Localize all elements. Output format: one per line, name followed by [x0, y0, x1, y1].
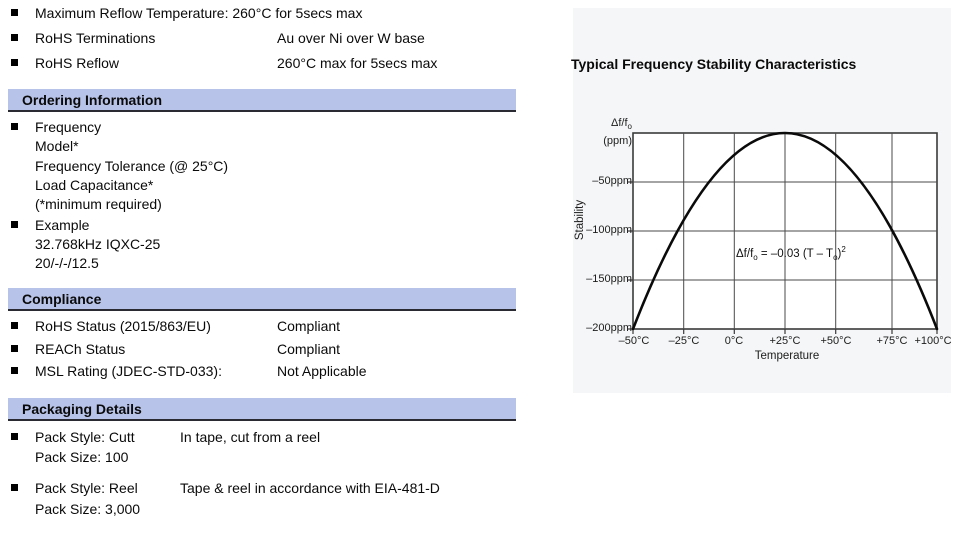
compliance-label: MSL Rating (JDEC-STD-033): — [35, 363, 222, 379]
bullet-square-icon — [11, 345, 18, 352]
spec-value: 260°C max for 5secs max — [277, 55, 438, 71]
chart-title: Typical Frequency Stability Characterist… — [571, 56, 857, 72]
ordering-line: Frequency — [35, 119, 102, 135]
y-axis-title: Stability — [574, 199, 586, 241]
compliance-label: REACh Status — [35, 341, 126, 357]
equation-sub2: o — [833, 253, 838, 263]
equation-annotation: Δf/fo = –0.03 (T – To)2 — [736, 245, 846, 262]
packaging-row-cut-style: Pack Style: Cutt In tape, cut from a ree… — [0, 429, 540, 447]
ordering-line: Example — [35, 217, 90, 233]
ordering-line: (*minimum required) — [35, 196, 162, 212]
compliance-value: Compliant — [277, 318, 341, 334]
bullet-square-icon — [11, 221, 18, 228]
pack-style-label: Pack Style: Reel — [35, 480, 138, 496]
y-tick-label: –150ppm — [586, 273, 632, 285]
spec-row-rohs-terminations: RoHS Terminations Au over Ni over W base — [0, 30, 540, 48]
x-axis-title: Temperature — [754, 350, 820, 362]
bullet-square-icon — [11, 322, 18, 329]
pack-size-label: Pack Size: 100 — [35, 449, 129, 465]
x-tick-label: +100°C — [914, 335, 952, 347]
pack-style-desc: Tape & reel in accordance with EIA-481-D — [180, 480, 440, 496]
bullet-square-icon — [11, 9, 18, 16]
ordering-line: 20/-/-/12.5 — [35, 255, 99, 271]
y-unit-sub: o — [627, 122, 632, 132]
compliance-value: Not Applicable — [277, 363, 367, 379]
ordering-line: Model* — [35, 138, 79, 154]
pack-style-label: Pack Style: Cutt — [35, 429, 135, 445]
stability-curve — [631, 131, 939, 331]
y-tick-label: –200ppm — [586, 322, 632, 334]
y-unit-ppm: (ppm) — [603, 135, 632, 148]
y-tick-label: –50ppm — [592, 175, 632, 187]
equation-sup: 2 — [841, 245, 846, 254]
compliance-row-reach: REACh Status Compliant — [0, 341, 540, 359]
spec-label: RoHS Terminations — [35, 30, 156, 46]
spec-row-max-reflow: Maximum Reflow Temperature: 260°C for 5s… — [0, 5, 540, 23]
y-axis-unit-label: Δf/fo (ppm) — [603, 116, 632, 148]
bullet-square-icon — [11, 367, 18, 374]
stability-chart — [628, 131, 939, 334]
equation-close: ) — [837, 247, 842, 260]
chart-panel — [573, 8, 951, 393]
x-tick-label: –50°C — [618, 335, 650, 347]
equation-sub1: o — [753, 253, 758, 263]
horizontal-gridlines — [633, 181, 937, 281]
bullet-square-icon — [11, 34, 18, 41]
y-unit-main: Δf/f — [611, 117, 628, 129]
y-tick-label: –100ppm — [586, 224, 632, 236]
x-tick-label: +75°C — [876, 335, 908, 347]
x-tick-label: +25°C — [769, 335, 801, 347]
section-header-ordering-information: Ordering Information — [8, 89, 516, 112]
pack-size-label: Pack Size: 3,000 — [35, 501, 141, 517]
compliance-label: RoHS Status (2015/863/EU) — [35, 318, 211, 334]
bullet-square-icon — [11, 433, 18, 440]
x-tick-label: 0°C — [724, 335, 744, 347]
pack-style-desc: In tape, cut from a reel — [180, 429, 321, 445]
spec-label: RoHS Reflow — [35, 55, 120, 71]
bullet-square-icon — [11, 123, 18, 130]
x-tick-label: +50°C — [820, 335, 852, 347]
compliance-row-msl: MSL Rating (JDEC-STD-033): Not Applicabl… — [0, 363, 540, 381]
ordering-line: 32.768kHz IQXC-25 — [35, 236, 161, 252]
bullet-square-icon — [11, 484, 18, 491]
spec-row-rohs-reflow: RoHS Reflow 260°C max for 5secs max — [0, 55, 540, 73]
spec-label: Maximum Reflow Temperature: 260°C for 5s… — [35, 5, 363, 21]
equation-mid: = –0.03 (T – T — [757, 247, 834, 260]
ordering-line: Load Capacitance* — [35, 177, 154, 193]
x-tick-label: –25°C — [668, 335, 700, 347]
compliance-value: Compliant — [277, 341, 341, 357]
bullet-square-icon — [11, 59, 18, 66]
compliance-row-rohs: RoHS Status (2015/863/EU) Compliant — [0, 318, 540, 336]
section-header-compliance: Compliance — [8, 288, 516, 311]
ordering-line: Frequency Tolerance (@ 25°C) — [35, 158, 229, 174]
spec-value: Au over Ni over W base — [277, 30, 425, 46]
packaging-row-reel-style: Pack Style: Reel Tape & reel in accordan… — [0, 480, 540, 498]
section-header-packaging-details: Packaging Details — [8, 398, 516, 421]
equation-pre: Δf/f — [736, 247, 754, 260]
